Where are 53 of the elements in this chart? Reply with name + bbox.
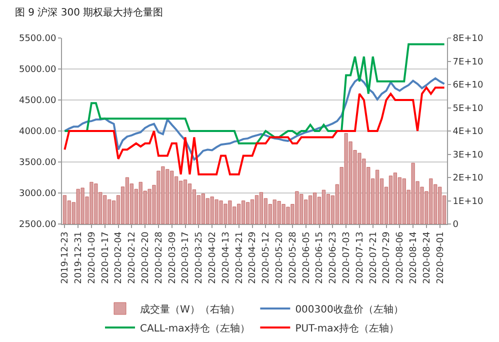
x-tick-label: 2020-08-24 [422, 231, 432, 284]
x-tick-label: 2020-06-15 [315, 232, 326, 284]
y2-tick-label: 3E+10 [452, 150, 484, 160]
x-tick-label: 2020-08-14 [408, 231, 419, 284]
line-series [64, 43, 446, 144]
legend-label: 成交量（W）（右轴） [140, 303, 240, 316]
x-tick-label: 2020-03-25 [194, 232, 205, 284]
x-tick-label: 2020-04-21 [234, 232, 245, 284]
chart-title: 图 9 沪深 300 期权最大持仓量图 [14, 6, 164, 19]
line-series [64, 77, 446, 161]
y2-tick-label: 4E+10 [452, 127, 484, 138]
x-tick-label: 2020-09-01 [436, 232, 446, 284]
y2-tick-label: 1E+10 [452, 196, 484, 207]
x-tick-label: 2020-01-17 [100, 232, 111, 284]
y-tick-label: 3500.00 [18, 158, 56, 168]
y2-tick-label: 7E+10 [452, 57, 484, 68]
legend-label: 000300收盘价（左轴） [295, 303, 404, 316]
y2-tick-label: 8E+10 [452, 34, 484, 44]
x-tick-label: 2020-06-05 [302, 232, 312, 284]
x-tick-label: 2020-04-02 [208, 232, 218, 284]
x-tick-label: 2020-01-09 [87, 231, 98, 284]
y-tick-label: 5500.00 [18, 34, 56, 44]
x-tick-label: 2020-02-20 [140, 231, 151, 284]
y2-tick-label: 6E+10 [452, 80, 484, 91]
x-tick-label: 2020-03-09 [168, 231, 178, 284]
x-tick-label: 2020-05-12 [262, 232, 272, 284]
y-tick-label: 4000.00 [18, 127, 56, 138]
x-tick-label: 2020-06-23 [328, 232, 339, 284]
x-tick-label: 2020-05-20 [274, 231, 285, 284]
x-tick-label: 2020-03-17 [181, 232, 192, 284]
x-tick-label: 2020-07-29 [382, 231, 392, 284]
y-tick-label: 4500.00 [18, 96, 56, 106]
y-tick-label: 5000.00 [18, 65, 56, 76]
x-tick-label: 2020-04-13 [221, 232, 232, 284]
x-tick-label: 2020-02-12 [128, 232, 138, 284]
y2-tick-label: 2E+10 [452, 174, 484, 184]
y2-tick-label: 5E+10 [452, 104, 484, 114]
x-tick-label: 2020-02-04 [114, 231, 124, 284]
x-tick-label: 2020-07-13 [355, 232, 366, 284]
x-tick-label: 2020-04-29 [248, 231, 258, 284]
x-tick-label: 2020-05-28 [288, 231, 298, 284]
x-tick-label: 2020-08-06 [396, 231, 406, 284]
line-series [64, 86, 446, 176]
y2-tick-label: 0 [452, 220, 459, 230]
y-tick-label: 2500.00 [18, 220, 56, 230]
y-tick-label: 3000.00 [18, 189, 56, 200]
x-tick-label: 2020-02-28 [154, 231, 164, 284]
x-tick-label: 2020-07-03 [342, 232, 352, 284]
x-tick-label: 2019-12-31 [74, 232, 84, 284]
legend-label: PUT-max持仓（左轴） [295, 322, 400, 334]
x-tick-label: 2020-07-21 [368, 232, 379, 284]
x-tick-label: 2019-12-23 [60, 232, 71, 284]
legend-label: CALL-max持仓（左轴） [140, 322, 250, 334]
